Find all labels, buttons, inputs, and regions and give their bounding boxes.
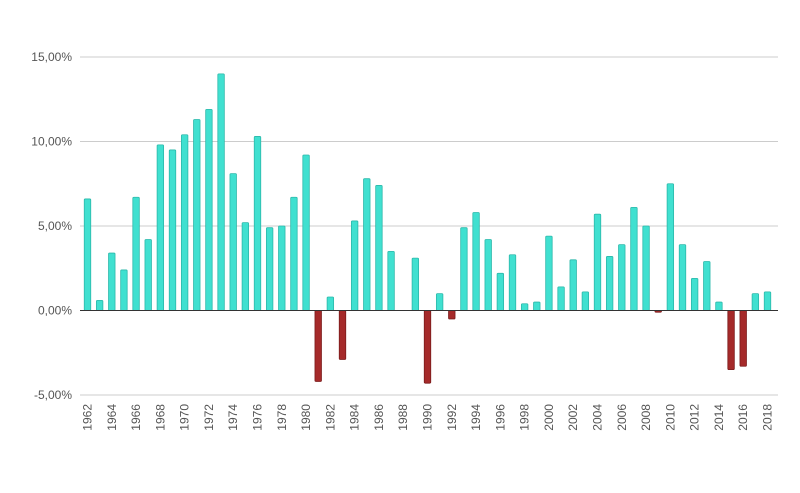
- x-tick-label: 1990: [421, 404, 435, 431]
- bar-1985: [363, 178, 371, 311]
- bar-2001: [557, 286, 565, 311]
- bar-1963: [95, 299, 104, 311]
- x-tick-label: 1978: [275, 404, 289, 431]
- bar-2015: [727, 310, 735, 371]
- bar-1990: [423, 310, 432, 384]
- x-tick-label: 1976: [251, 404, 265, 431]
- bar-1998: [520, 303, 529, 311]
- x-tick-label: 1962: [81, 404, 95, 431]
- bar-2005: [605, 256, 614, 311]
- y-tick-label: 5,00%: [38, 219, 72, 233]
- bar-1991: [435, 293, 444, 311]
- x-tick-label: 1964: [105, 404, 119, 431]
- x-tick-label: 1998: [518, 404, 532, 431]
- x-tick-label: 1996: [493, 404, 507, 431]
- bar-1996: [496, 272, 505, 311]
- bar-1974: [229, 173, 237, 311]
- x-tick-label: 2018: [761, 404, 775, 431]
- x-tick-label: 1972: [202, 404, 216, 431]
- y-tick-label: 10,00%: [31, 135, 72, 149]
- x-tick-label: 1974: [226, 404, 240, 431]
- bar-2000: [545, 235, 553, 311]
- x-tick-label: 1992: [445, 404, 459, 431]
- bar-2010: [666, 183, 675, 311]
- bar-1994: [472, 212, 480, 311]
- bar-1972: [205, 108, 213, 311]
- x-tick-label: 2004: [591, 404, 605, 431]
- bar-1981: [314, 310, 322, 382]
- bar-1967: [144, 239, 152, 311]
- bar-1979: [290, 196, 298, 311]
- x-tick-label: 1968: [153, 404, 167, 431]
- y-tick-label: -5,00%: [34, 388, 72, 402]
- x-tick-label: 2008: [639, 404, 653, 431]
- x-tick-label: 1986: [372, 404, 386, 431]
- y-tick-label: 15,00%: [31, 50, 72, 64]
- bar-2004: [593, 213, 602, 311]
- bar-2014: [715, 301, 723, 311]
- x-axis-ticks: 1962 1964 1966 1968 1970 1972 1974 1976 1978 1980…: [81, 404, 775, 431]
- bar-1984: [350, 220, 359, 311]
- x-tick-label: 1994: [469, 404, 483, 431]
- bar-2017: [751, 293, 760, 311]
- bar-2007: [630, 207, 638, 311]
- x-tick-label: 2000: [542, 404, 556, 431]
- bars: [83, 73, 772, 384]
- bar-1980: [302, 154, 310, 311]
- x-tick-label: 2002: [566, 404, 580, 431]
- bar-1968: [156, 144, 165, 311]
- bar-1992: [448, 310, 456, 320]
- y-axis-ticks: -5,00% 0,00% 5,00% 10,00% 15,00%: [31, 50, 72, 402]
- bar-2016: [739, 310, 747, 367]
- bar-1978: [278, 225, 286, 311]
- x-tick-label: 1982: [323, 404, 337, 431]
- x-tick-label: 1988: [396, 404, 410, 431]
- bar-1995: [484, 239, 492, 311]
- bar-1962: [83, 198, 92, 311]
- x-tick-label: 2006: [615, 404, 629, 431]
- bar-2013: [703, 261, 711, 311]
- bar-1969: [168, 149, 177, 311]
- y-tick-label: 0,00%: [38, 304, 72, 318]
- x-tick-label: 2012: [688, 404, 702, 431]
- bar-1986: [375, 185, 383, 311]
- bar-1976: [253, 136, 262, 311]
- bar-1993: [460, 227, 468, 311]
- x-tick-label: 1970: [178, 404, 192, 431]
- bar-2011: [678, 244, 687, 311]
- x-tick-label: 1980: [299, 404, 313, 431]
- x-tick-label: 1984: [348, 404, 362, 431]
- bar-1970: [180, 134, 189, 311]
- bar-1966: [132, 196, 140, 311]
- bar-1989: [411, 257, 420, 311]
- bar-2003: [581, 291, 590, 311]
- x-tick-label: 1966: [129, 404, 143, 431]
- bar-1983: [338, 310, 347, 360]
- x-tick-label: 2010: [663, 404, 677, 431]
- bar-2012: [690, 277, 699, 311]
- bar-2006: [618, 244, 626, 311]
- bar-1987: [387, 250, 395, 311]
- bar-1999: [533, 301, 541, 311]
- bar-1975: [241, 222, 250, 311]
- bar-1964: [108, 252, 116, 311]
- bar-1973: [217, 73, 225, 311]
- bar-1971: [193, 119, 201, 311]
- bar-1965: [120, 269, 128, 311]
- x-tick-label: 2016: [736, 404, 750, 431]
- bar-2002: [569, 259, 577, 311]
- bar-2008: [642, 225, 650, 311]
- bar-1982: [326, 296, 335, 311]
- bar-2018: [763, 291, 772, 311]
- bar-1997: [508, 254, 517, 311]
- bar-1977: [265, 227, 274, 311]
- x-tick-label: 2014: [712, 404, 726, 431]
